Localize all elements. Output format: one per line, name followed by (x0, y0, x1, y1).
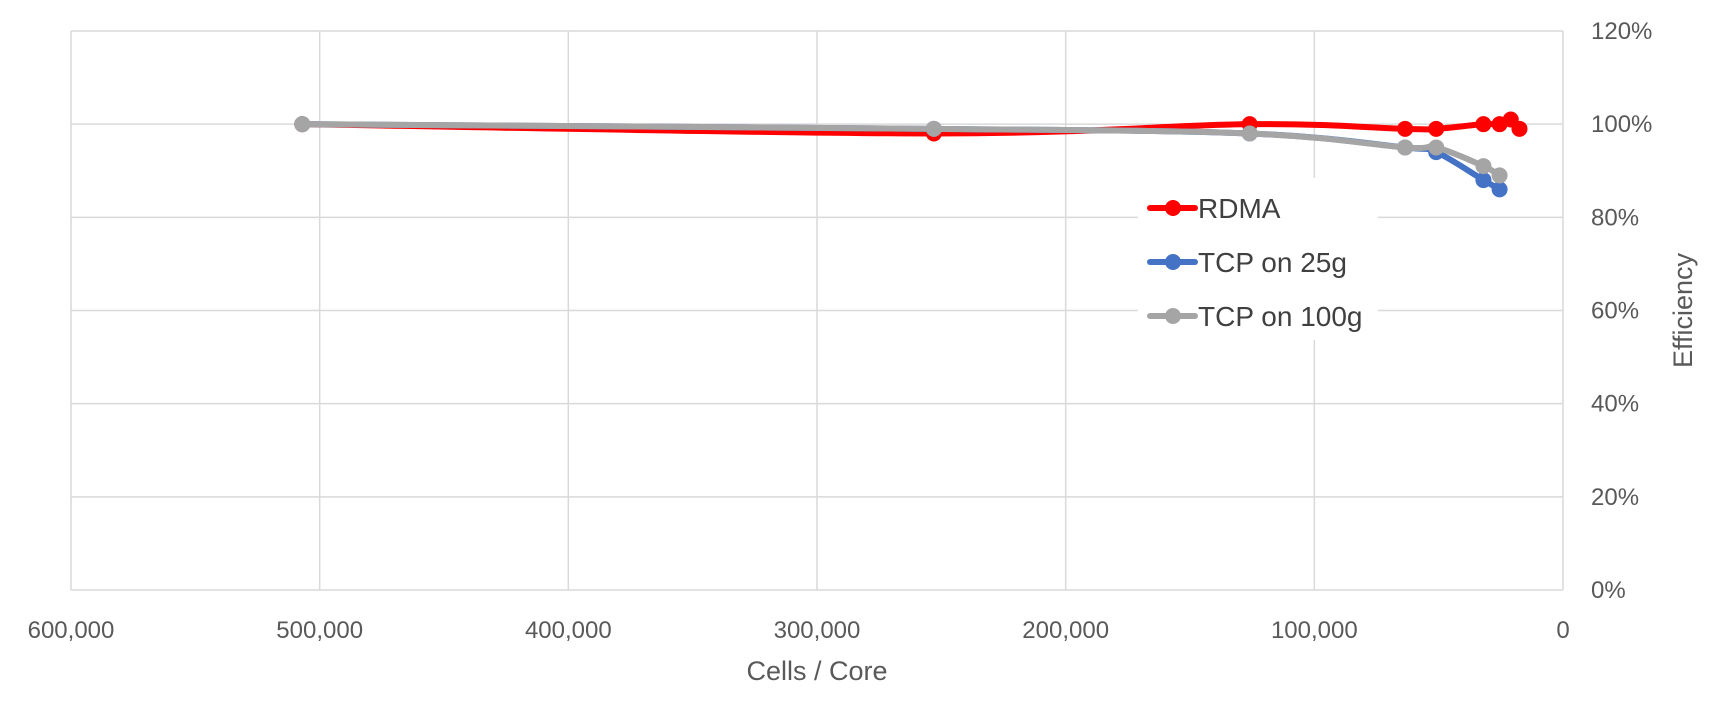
data-point (294, 116, 311, 133)
data-point (1475, 116, 1492, 133)
legend: RDMA TCP on 25g TCP on 100g (1138, 178, 1378, 340)
x-tick-label: 200,000 (1022, 617, 1109, 644)
data-point (1397, 139, 1414, 156)
y-tick-label: 80% (1591, 204, 1639, 231)
legend-item: TCP on 25g (1147, 247, 1347, 278)
data-point (1475, 172, 1492, 189)
series (294, 111, 1528, 198)
data-point (1241, 125, 1258, 142)
legend-label: TCP on 25g (1198, 247, 1347, 278)
data-point (1475, 158, 1492, 175)
y-tick-label: 40% (1591, 391, 1639, 418)
legend-swatch-marker (1165, 308, 1181, 324)
x-tick-label: 100,000 (1271, 617, 1358, 644)
y-tick-label: 60% (1591, 298, 1639, 325)
data-point (1397, 120, 1414, 137)
series-tcp-on-100g (294, 116, 1508, 184)
data-point (1428, 139, 1445, 156)
legend-label: RDMA (1198, 193, 1281, 224)
x-axis-title: Cells / Core (746, 656, 887, 686)
legend-label: TCP on 100g (1198, 301, 1363, 332)
legend-swatch-marker (1165, 200, 1181, 216)
x-tick-label: 600,000 (28, 617, 115, 644)
data-point (925, 120, 942, 137)
legend-swatch-marker (1165, 254, 1181, 270)
data-point (1428, 120, 1445, 137)
axes: 0% 20% 40% 60% 80% 100% 120% 600,000 500,000 400,… (28, 18, 1653, 644)
legend-item: RDMA (1147, 193, 1281, 224)
x-tick-label: 500,000 (276, 617, 363, 644)
data-point (1491, 181, 1508, 198)
y-tick-label: 100% (1591, 111, 1652, 138)
data-point (1491, 167, 1508, 184)
x-tick-label: 400,000 (525, 617, 612, 644)
y-axis-title: Efficiency (1668, 252, 1698, 368)
data-point (1511, 120, 1528, 137)
legend-item: TCP on 100g (1147, 301, 1363, 332)
x-tick-label: 0 (1556, 617, 1569, 644)
y-tick-label: 120% (1591, 18, 1652, 45)
y-tick-label: 20% (1591, 484, 1639, 511)
y-tick-label: 0% (1591, 577, 1626, 604)
x-tick-label: 300,000 (774, 617, 861, 644)
